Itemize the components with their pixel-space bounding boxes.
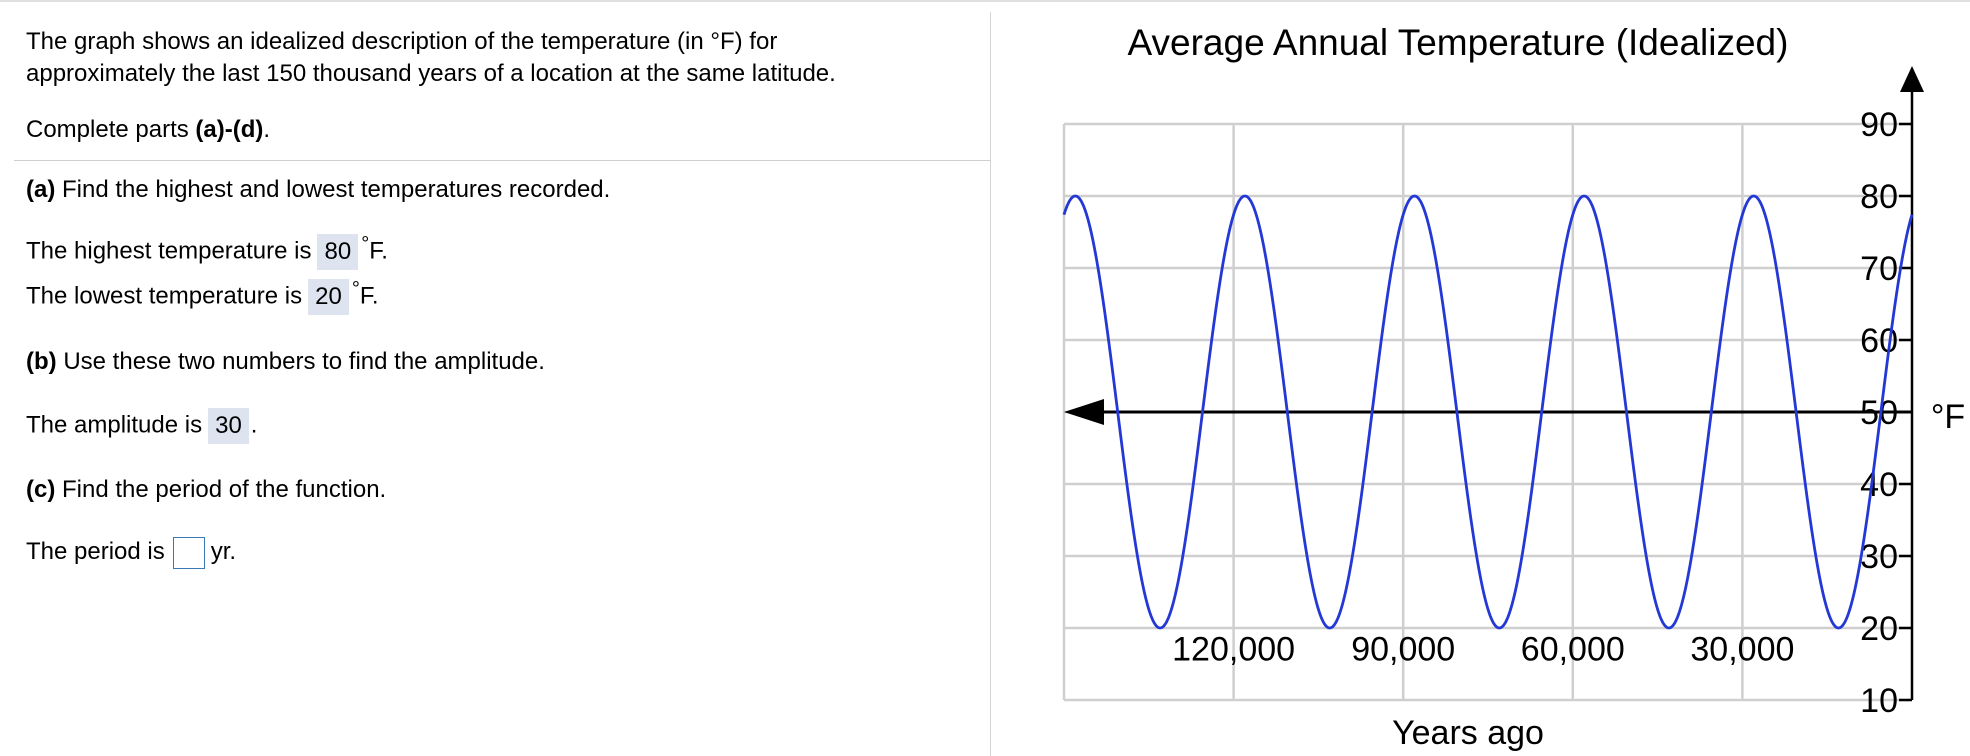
- temperature-series-line: [1062, 194, 1914, 630]
- x-tick-label-30000: 30,000: [1690, 630, 1794, 668]
- period-row: The period is yr.: [26, 536, 236, 569]
- y-tick-label-20: 20: [1860, 610, 1898, 648]
- degree-symbol: °: [361, 233, 370, 256]
- y-tick-label-30: 30: [1860, 538, 1898, 576]
- amplitude-label: The amplitude is: [26, 411, 203, 439]
- intro-line-1: The graph shows an idealized description…: [26, 28, 778, 55]
- highest-temp-row: The highest temperature is 80 °F.: [26, 233, 388, 270]
- part-a-label: (a): [26, 176, 56, 203]
- chart-svg: 120,000 90,000 60,000 30,000102030405060708…: [1062, 66, 1965, 752]
- y-axis-arrow-icon: [1900, 66, 1924, 92]
- y-tick-label-10: 10: [1860, 682, 1898, 720]
- part-a-question: (a) Find the highest and lowest temperat…: [26, 174, 610, 206]
- amplitude-answer[interactable]: 30: [208, 408, 249, 444]
- y-tick-label-80: 80: [1860, 178, 1898, 216]
- y-tick-label-40: 40: [1860, 466, 1898, 504]
- temperature-chart: Average Annual Temperature (Idealized) 1…: [1000, 0, 1970, 756]
- instruction-prefix: Complete parts: [26, 116, 196, 143]
- part-c-label: (c): [26, 476, 56, 503]
- x-tick-label-60000: 60,000: [1521, 630, 1625, 668]
- lowest-temp-label: The lowest temperature is: [26, 282, 303, 310]
- y-axis-label: °F: [1931, 398, 1965, 436]
- top-border: [0, 0, 1970, 2]
- section-divider: [14, 160, 990, 161]
- lowest-temp-row: The lowest temperature is 20 °F.: [26, 278, 379, 315]
- period-label: The period is: [26, 538, 165, 565]
- highest-temp-answer[interactable]: 80: [317, 234, 359, 270]
- amplitude-suffix: .: [250, 411, 258, 439]
- y-tick-label-90: 90: [1860, 106, 1898, 144]
- period-input[interactable]: [172, 536, 205, 569]
- pane-divider: [990, 12, 991, 756]
- fahrenheit-unit: F.: [369, 237, 388, 265]
- x-axis-label: Years ago: [1392, 714, 1544, 752]
- x-tick-label-90000: 90,000: [1351, 630, 1455, 668]
- chart-title: Average Annual Temperature (Idealized): [1127, 22, 1789, 63]
- instruction-parts: (a)-(d): [195, 116, 264, 143]
- lowest-temp-answer[interactable]: 20: [308, 279, 349, 315]
- part-a-text: Find the highest and lowest temperatures…: [55, 176, 611, 203]
- intro-line-2: approximately the last 150 thousand year…: [26, 60, 836, 87]
- instruction-suffix: .: [263, 116, 271, 143]
- question-pane: The graph shows an idealized description…: [0, 2, 990, 756]
- degree-symbol: °: [351, 278, 360, 301]
- problem-intro: The graph shows an idealized description…: [26, 26, 976, 90]
- part-c-question: (c) Find the period of the function.: [26, 474, 386, 506]
- amplitude-row: The amplitude is 30.: [26, 408, 257, 444]
- y-tick-label-70: 70: [1860, 250, 1898, 288]
- fahrenheit-unit: F.: [359, 282, 379, 310]
- period-unit: yr.: [210, 538, 237, 565]
- part-b-question: (b) Use these two numbers to find the am…: [26, 346, 545, 378]
- instruction-text: Complete parts (a)-(d).: [26, 114, 270, 146]
- midline-arrow-icon: [1064, 399, 1104, 425]
- part-c-text: Find the period of the function.: [55, 476, 387, 503]
- x-tick-label-120000: 120,000: [1172, 630, 1295, 668]
- part-b-text: Use these two numbers to find the amplit…: [56, 348, 545, 375]
- highest-temp-label: The highest temperature is: [26, 237, 312, 265]
- part-b-label: (b): [26, 348, 57, 375]
